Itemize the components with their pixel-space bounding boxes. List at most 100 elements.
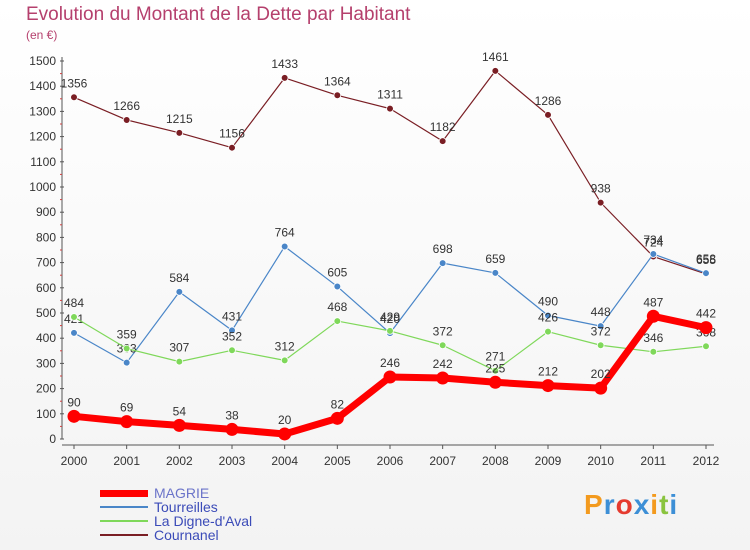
data-point-magrie <box>278 427 292 441</box>
data-label-magrie: 90 <box>67 395 81 409</box>
x-tick-label: 2006 <box>377 454 404 468</box>
data-point-tourreilles <box>491 269 500 277</box>
data-point-la-digne-d-aval <box>649 348 658 356</box>
data-point-magrie <box>646 309 660 323</box>
data-point-cournanel <box>386 104 394 113</box>
data-point-tourreilles <box>544 311 552 320</box>
data-label-cournanel: 1364 <box>324 74 351 88</box>
data-point-la-digne-d-aval <box>702 342 710 351</box>
data-label-magrie: 487 <box>643 295 663 309</box>
x-tick-label: 2012 <box>693 454 720 468</box>
data-point-tourreilles <box>596 322 605 330</box>
data-point-tourreilles <box>228 326 236 335</box>
data-label-tourreilles: 584 <box>169 271 189 285</box>
data-point-tourreilles <box>649 250 658 258</box>
data-label-la-digne-d-aval: 372 <box>591 324 611 338</box>
data-label-cournanel: 1311 <box>377 88 403 102</box>
data-label-tourreilles: 698 <box>433 242 453 256</box>
series-la-digne-d-aval: 484359307352312468429372271426372346368 <box>64 296 716 375</box>
y-tick-label: 100 <box>36 407 56 421</box>
data-label-la-digne-d-aval: 429 <box>380 310 400 324</box>
x-tick-label: 2001 <box>113 454 140 468</box>
y-tick-label: 1500 <box>29 54 56 68</box>
chart-subtitle: (en €) <box>26 28 58 42</box>
series-magrie: 90 69 54 38 20 82 246 242 225 212 202 487 442 <box>67 295 716 441</box>
y-tick-label: 1200 <box>29 130 56 144</box>
data-point-tourreilles <box>702 269 710 277</box>
data-point-la-digne-d-aval <box>438 341 447 350</box>
data-point-la-digne-d-aval <box>280 356 289 365</box>
logo-letter: o <box>615 489 634 520</box>
data-point-la-digne-d-aval <box>333 317 342 325</box>
data-point-la-digne-d-aval <box>175 357 184 366</box>
data-point-tourreilles <box>438 259 447 267</box>
data-label-magrie: 225 <box>485 361 505 375</box>
data-point-la-digne-d-aval <box>228 346 236 355</box>
data-point-tourreilles <box>175 288 184 296</box>
data-point-tourreilles <box>122 358 131 367</box>
logo-letter: i <box>650 489 660 520</box>
chart-axes: 0 100 200 300 400 500 600 700 800 900 1000 1100 1200… <box>29 54 719 468</box>
data-label-tourreilles: 490 <box>538 295 558 309</box>
data-label-tourreilles: 420 <box>380 312 400 326</box>
data-label-magrie: 69 <box>120 401 134 415</box>
data-point-magrie <box>330 411 344 425</box>
data-label-la-digne-d-aval: 312 <box>275 339 295 353</box>
y-tick-label: 1100 <box>30 155 56 169</box>
data-label-magrie: 20 <box>278 413 292 427</box>
data-label-cournanel: 1461 <box>482 50 509 64</box>
x-tick-label: 2004 <box>271 454 298 468</box>
data-point-magrie <box>67 409 81 423</box>
y-tick-label: 900 <box>36 205 56 219</box>
data-label-la-digne-d-aval: 352 <box>222 329 242 343</box>
series-tourreilles: 421303584431764605420698659490448734658 <box>64 225 716 367</box>
data-point-la-digne-d-aval <box>544 327 552 336</box>
data-label-la-digne-d-aval: 359 <box>117 328 137 342</box>
y-tick-label: 300 <box>36 356 56 370</box>
data-label-la-digne-d-aval: 271 <box>485 350 505 364</box>
y-tick-label: 1300 <box>29 104 56 118</box>
data-label-tourreilles: 658 <box>696 252 716 266</box>
data-label-magrie: 246 <box>380 356 400 370</box>
data-label-tourreilles: 431 <box>222 309 242 323</box>
x-tick-label: 2007 <box>429 454 456 468</box>
data-label-magrie: 54 <box>173 404 187 418</box>
logo-letter: i <box>669 489 679 520</box>
data-label-cournanel: 1182 <box>430 120 456 134</box>
y-tick-label: 700 <box>36 256 56 270</box>
data-label-la-digne-d-aval: 484 <box>64 296 84 310</box>
x-tick-label: 2003 <box>219 454 246 468</box>
data-point-magrie <box>488 375 502 389</box>
data-label-magrie: 82 <box>331 397 345 411</box>
data-label-magrie: 242 <box>433 357 453 371</box>
data-label-la-digne-d-aval: 307 <box>169 341 189 355</box>
series-cournanel: 1356 1266 1215 1156 1433 1364 1311 1182 1461 1286… <box>61 50 716 278</box>
legend-label-tourreilles: Tourreilles <box>154 499 218 515</box>
data-point-tourreilles <box>70 329 78 337</box>
y-tick-label: 200 <box>36 382 56 396</box>
legend-swatch-la-digne-daval <box>100 520 148 522</box>
y-tick-label: 1400 <box>29 79 56 93</box>
data-point-cournanel <box>70 93 78 102</box>
proxiti-logo: Proxiti <box>584 489 678 521</box>
data-point-cournanel <box>333 91 342 100</box>
data-point-cournanel <box>280 74 289 82</box>
x-tick-label: 2009 <box>535 454 562 468</box>
data-point-cournanel <box>122 116 131 124</box>
logo-letter: x <box>633 489 651 520</box>
logo-letter: r <box>603 489 616 520</box>
data-point-magrie <box>541 379 555 393</box>
x-tick-label: 2008 <box>482 454 509 468</box>
data-point-magrie <box>436 371 450 385</box>
data-point-magrie <box>120 415 134 429</box>
data-point-magrie <box>225 422 239 436</box>
data-point-cournanel <box>438 137 447 145</box>
data-label-la-digne-d-aval: 372 <box>433 324 453 338</box>
data-point-magrie <box>383 370 397 384</box>
data-label-la-digne-d-aval: 468 <box>327 300 347 314</box>
data-point-la-digne-d-aval <box>596 341 605 350</box>
data-point-magrie <box>699 321 713 335</box>
x-tick-label: 2010 <box>587 454 614 468</box>
